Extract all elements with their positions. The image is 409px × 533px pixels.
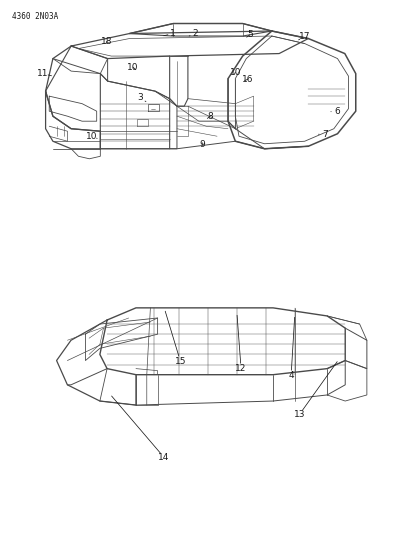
Text: 12: 12 (235, 365, 246, 373)
Text: 6: 6 (333, 107, 339, 116)
Text: 5: 5 (247, 30, 252, 39)
Text: 4360 2N03A: 4360 2N03A (12, 12, 58, 21)
Text: 15: 15 (174, 357, 186, 366)
Text: 18: 18 (101, 37, 112, 45)
Text: 8: 8 (207, 112, 212, 121)
Text: 7: 7 (321, 130, 327, 139)
Text: 10: 10 (85, 132, 97, 141)
Text: 14: 14 (158, 453, 169, 462)
Text: 10: 10 (127, 63, 139, 72)
Text: 10: 10 (229, 68, 240, 77)
Text: 3: 3 (137, 93, 143, 102)
Text: 2: 2 (192, 29, 198, 38)
Text: 1: 1 (170, 29, 176, 38)
Text: 17: 17 (298, 32, 310, 41)
Text: 13: 13 (293, 410, 304, 419)
Text: 4: 4 (288, 372, 293, 380)
Text: 11: 11 (37, 69, 48, 78)
Text: 16: 16 (242, 75, 253, 84)
Text: 9: 9 (199, 140, 205, 149)
